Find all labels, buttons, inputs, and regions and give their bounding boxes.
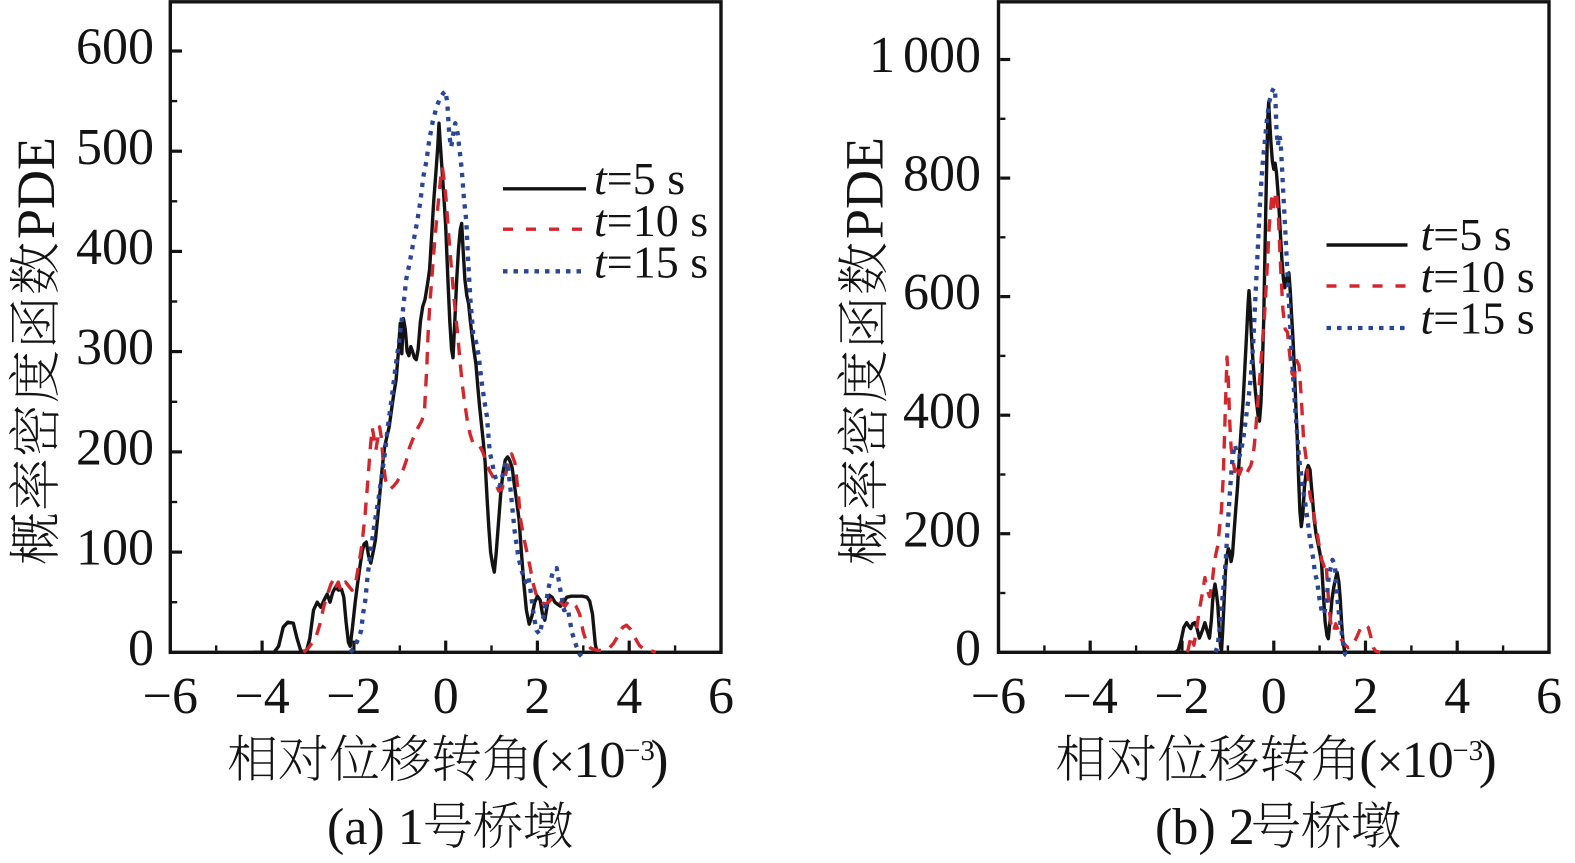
svg-text:200: 200 (76, 420, 154, 477)
svg-text:0: 0 (128, 620, 154, 677)
svg-text:PDE: PDE (834, 137, 894, 239)
svg-text:200: 200 (903, 501, 981, 558)
svg-text:300: 300 (76, 319, 154, 376)
svg-text:t=5 s: t=5 s (594, 153, 685, 204)
svg-text:t=10 s: t=10 s (1421, 251, 1535, 302)
svg-text:t=15 s: t=15 s (1421, 293, 1535, 344)
svg-text:(b) 2: (b) 2 (1155, 799, 1255, 856)
svg-text:(×10−3): (×10−3) (1359, 729, 1496, 789)
svg-text:(×10−3): (×10−3) (531, 729, 668, 789)
svg-text:t=5 s: t=5 s (1421, 209, 1512, 260)
svg-text:PDE: PDE (6, 137, 66, 239)
svg-text:6: 6 (708, 668, 734, 725)
svg-text:t=10 s: t=10 s (594, 195, 708, 246)
svg-text:−4: −4 (234, 668, 289, 725)
svg-text:0: 0 (1261, 668, 1287, 725)
svg-text:−4: −4 (1063, 668, 1118, 725)
svg-text:(a) 1: (a) 1 (327, 799, 424, 856)
svg-text:100: 100 (76, 520, 154, 577)
svg-text:−2: −2 (326, 668, 381, 725)
svg-text:1 000: 1 000 (869, 27, 981, 84)
svg-text:2: 2 (524, 668, 550, 725)
svg-text:−6: −6 (143, 668, 198, 725)
svg-text:0: 0 (955, 620, 981, 677)
svg-text:6: 6 (1536, 668, 1562, 725)
svg-text:4: 4 (1444, 668, 1470, 725)
svg-text:400: 400 (76, 219, 154, 276)
svg-text:−2: −2 (1154, 668, 1209, 725)
svg-text:−6: −6 (971, 668, 1026, 725)
svg-text:800: 800 (903, 146, 981, 203)
svg-text:600: 600 (76, 19, 154, 76)
svg-text:2: 2 (1353, 668, 1379, 725)
svg-text:400: 400 (903, 383, 981, 440)
svg-text:t=15 s: t=15 s (594, 237, 708, 288)
svg-text:4: 4 (616, 668, 642, 725)
svg-text:0: 0 (433, 668, 459, 725)
svg-text:600: 600 (903, 264, 981, 321)
svg-text:500: 500 (76, 119, 154, 176)
